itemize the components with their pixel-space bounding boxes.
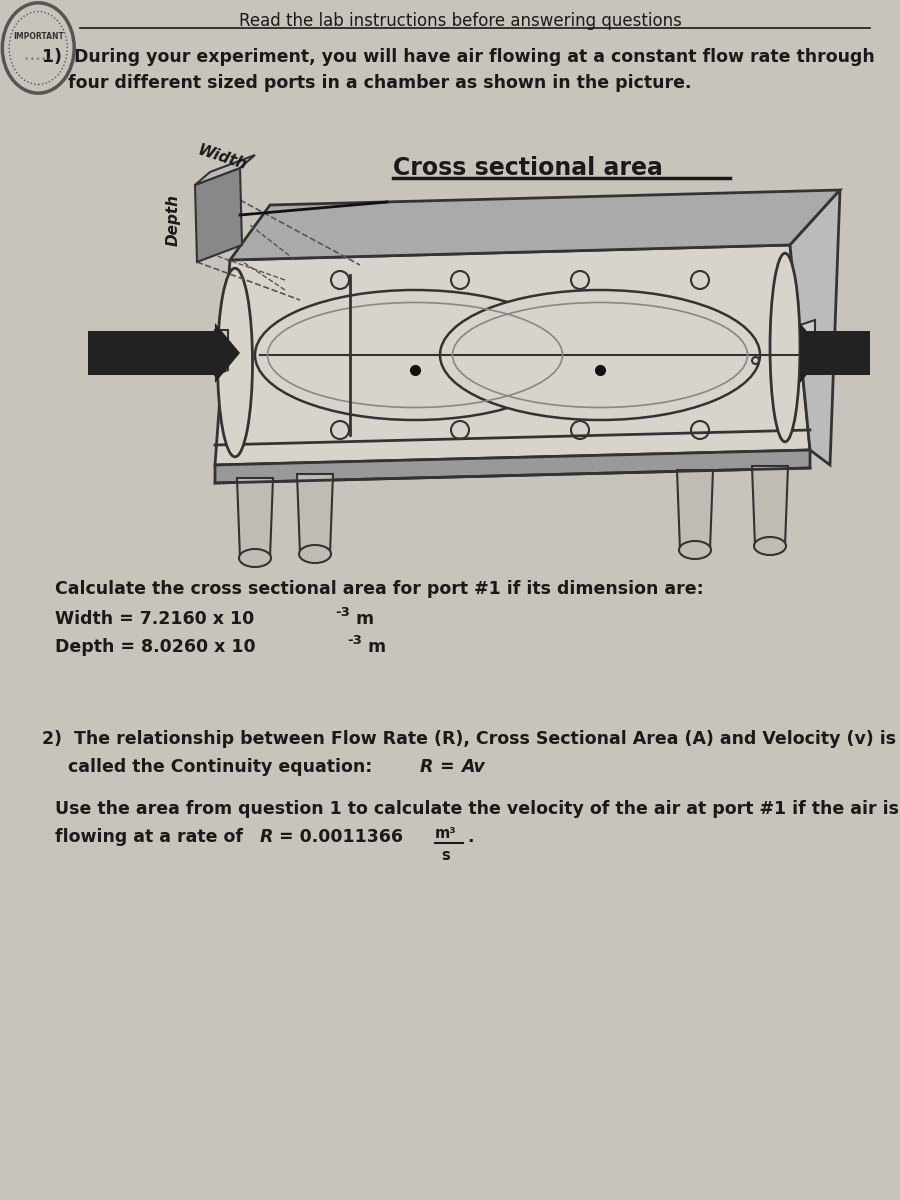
Ellipse shape (299, 545, 331, 563)
Text: Av: Av (461, 758, 485, 776)
Text: IMPORTANT: IMPORTANT (13, 32, 64, 41)
Polygon shape (237, 478, 273, 558)
Polygon shape (215, 323, 240, 383)
Text: = 0.0011366: = 0.0011366 (273, 828, 403, 846)
Text: .: . (467, 828, 473, 846)
Polygon shape (195, 155, 255, 185)
Text: -3: -3 (347, 634, 362, 647)
Polygon shape (215, 330, 228, 374)
Polygon shape (215, 245, 810, 464)
Polygon shape (677, 470, 713, 550)
Polygon shape (800, 320, 815, 362)
Text: -3: -3 (335, 606, 350, 619)
Polygon shape (195, 168, 242, 262)
Text: s: s (441, 848, 450, 863)
Text: m: m (362, 638, 386, 656)
Text: four different sized ports in a chamber as shown in the picture.: four different sized ports in a chamber … (68, 74, 691, 92)
Text: R: R (420, 758, 434, 776)
Ellipse shape (770, 253, 800, 442)
Polygon shape (215, 450, 810, 482)
Text: flowing at a rate of: flowing at a rate of (55, 828, 261, 846)
Text: m³: m³ (435, 826, 456, 841)
Text: R: R (260, 828, 274, 846)
Polygon shape (230, 190, 840, 260)
Text: Read the lab instructions before answering questions: Read the lab instructions before answeri… (238, 12, 681, 30)
Text: Width: Width (195, 143, 248, 173)
Text: Depth: Depth (166, 194, 181, 246)
Polygon shape (800, 331, 870, 374)
Ellipse shape (239, 550, 271, 566)
Polygon shape (752, 466, 788, 546)
Text: 2)  The relationship between Flow Rate (R), Cross Sectional Area (A) and Velocit: 2) The relationship between Flow Rate (R… (42, 730, 896, 748)
Ellipse shape (679, 541, 711, 559)
Text: 1)  During your experiment, you will have air flowing at a constant flow rate th: 1) During your experiment, you will have… (42, 48, 875, 66)
Ellipse shape (218, 268, 253, 457)
Text: m: m (350, 610, 374, 628)
Text: =: = (434, 758, 461, 776)
Polygon shape (297, 474, 333, 554)
Text: * * * * *: * * * * * (25, 56, 51, 62)
Ellipse shape (255, 290, 575, 420)
Text: called the Continuity equation:: called the Continuity equation: (68, 758, 378, 776)
Polygon shape (88, 331, 215, 374)
Ellipse shape (754, 538, 786, 554)
Text: Width = 7.2160 x 10: Width = 7.2160 x 10 (55, 610, 254, 628)
Text: Cross sectional area: Cross sectional area (393, 156, 663, 180)
Ellipse shape (440, 290, 760, 420)
Text: Use the area from question 1 to calculate the velocity of the air at port #1 if : Use the area from question 1 to calculat… (55, 800, 899, 818)
Text: Calculate the cross sectional area for port #1 if its dimension are:: Calculate the cross sectional area for p… (55, 580, 704, 598)
Polygon shape (790, 190, 840, 464)
Text: Depth = 8.0260 x 10: Depth = 8.0260 x 10 (55, 638, 256, 656)
Polygon shape (800, 323, 825, 383)
